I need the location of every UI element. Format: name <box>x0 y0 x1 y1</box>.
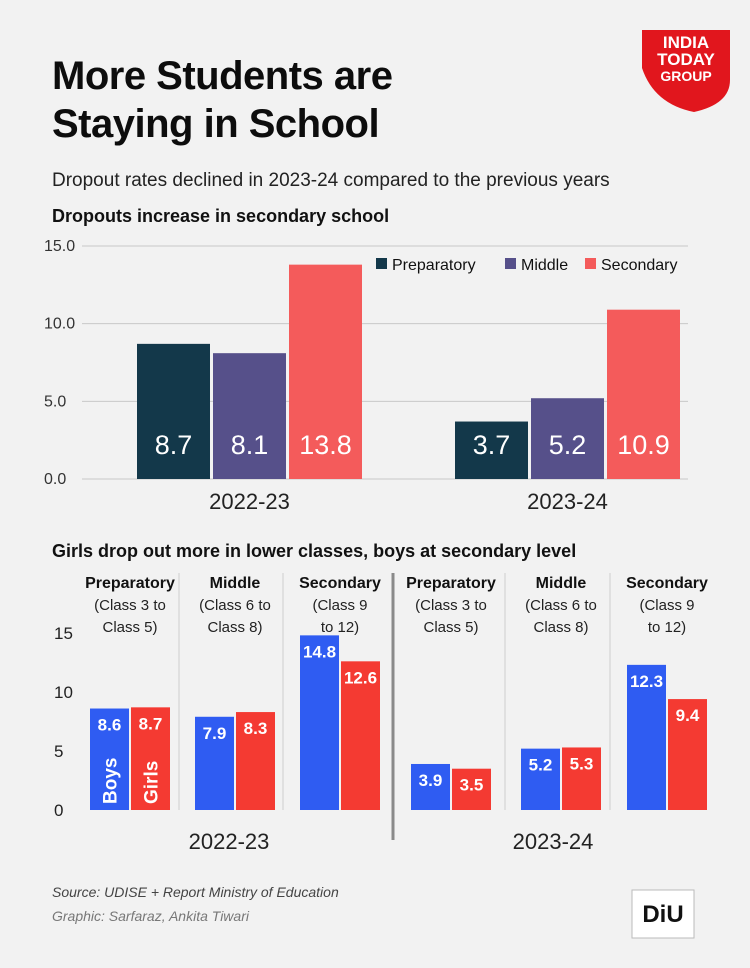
diu-logo-text: DiU <box>642 901 683 928</box>
group-sublabel: to 12) <box>648 619 686 636</box>
graphic-credit: Graphic: Sarfaraz, Ankita Tiwari <box>52 908 249 924</box>
y-tick-label: 5 <box>54 742 63 761</box>
x-category-label: 2023-24 <box>527 489 608 514</box>
bar-value-label: 8.3 <box>244 719 268 738</box>
bar-value-label: 8.6 <box>98 716 122 735</box>
chart2-dropouts-by-gender: 0 5 10 15 Preparatory (Class 3 to Class 5) 8.6 B… <box>54 573 708 854</box>
bar-value-label: 3.7 <box>473 430 511 460</box>
x-category-label: 2022-23 <box>209 489 290 514</box>
girls-bar <box>131 707 170 810</box>
diu-logo: DiU <box>630 888 696 940</box>
bar <box>137 343 210 479</box>
group-label: Preparatory <box>406 575 496 592</box>
girls-bar <box>341 661 380 810</box>
y-tick-label: 10 <box>54 683 73 702</box>
bar-value-label: 3.5 <box>460 776 484 795</box>
bar-value-label: 3.9 <box>419 771 443 790</box>
group-sublabel: to 12) <box>321 619 359 636</box>
group-label: Middle <box>210 575 261 592</box>
boys-bar <box>627 664 666 810</box>
group-sublabel: Class 8) <box>533 619 588 636</box>
group-sublabel: (Class 9 <box>639 597 694 614</box>
y-tick-label: 0.0 <box>44 471 66 488</box>
girls-bar <box>236 712 275 810</box>
bar <box>531 398 604 479</box>
series-label: Girls <box>142 761 163 804</box>
title-line-1: More Students are <box>52 54 393 98</box>
boys-bar <box>90 708 129 810</box>
logo-today: TODAY <box>657 50 715 69</box>
subtitle: Dropout rates declined in 2023-24 compar… <box>52 170 610 191</box>
y-tick-label: 5.0 <box>44 393 66 410</box>
y-tick-label: 0 <box>54 801 63 820</box>
group-label: Preparatory <box>85 575 175 592</box>
group-label: Secondary <box>626 575 708 592</box>
bar-value-label: 5.3 <box>570 754 594 773</box>
y-tick-label: 15 <box>54 624 73 643</box>
logo-india: INDIA <box>663 33 709 52</box>
series-label: Boys <box>101 758 122 804</box>
bar <box>607 309 680 479</box>
bar-value-label: 8.1 <box>231 430 269 460</box>
legend-swatch <box>505 258 516 269</box>
y-tick-label: 10.0 <box>44 316 75 333</box>
group-sublabel: (Class 3 to <box>415 597 487 614</box>
bar-value-label: 5.2 <box>529 756 553 775</box>
group-label: Secondary <box>299 575 381 592</box>
page-title: More Students are Staying in School <box>52 52 512 148</box>
group-sublabel: Class 8) <box>207 619 262 636</box>
y-tick-label: 15.0 <box>44 238 75 255</box>
x-year-label: 2022-23 <box>189 829 270 854</box>
legend-label: Secondary <box>601 257 678 274</box>
bar <box>213 353 286 479</box>
chart2-title: Girls drop out more in lower classes, bo… <box>52 541 577 561</box>
boys-bar <box>521 748 560 810</box>
girls-bar <box>562 747 601 810</box>
boys-bar <box>300 635 339 810</box>
bar-value-label: 13.8 <box>299 430 352 460</box>
bar-value-label: 10.9 <box>617 430 670 460</box>
bar-value-label: 12.6 <box>344 668 377 687</box>
logo-group: GROUP <box>660 68 711 84</box>
group-sublabel: (Class 6 to <box>525 597 597 614</box>
bar <box>289 264 362 479</box>
bar-value-label: 5.2 <box>549 430 587 460</box>
bar-value-label: 7.9 <box>203 724 227 743</box>
group-sublabel: (Class 3 to <box>94 597 166 614</box>
legend-swatch <box>376 258 387 269</box>
group-label: Middle <box>536 575 587 592</box>
group-sublabel: Class 5) <box>102 619 157 636</box>
bar <box>455 421 528 479</box>
group-sublabel: (Class 9 <box>312 597 367 614</box>
legend-swatch <box>585 258 596 269</box>
bar-value-label: 9.4 <box>676 706 700 725</box>
chart1-title: Dropouts increase in secondary school <box>52 206 390 226</box>
group-sublabel: (Class 6 to <box>199 597 271 614</box>
group-sublabel: Class 5) <box>423 619 478 636</box>
chart1-dropouts-by-stage: 0.0 5.0 10.0 15.0 8.7 8.1 13.8 2022-23 3.7 5.2 10.… <box>44 238 688 514</box>
x-year-label: 2023-24 <box>513 829 594 854</box>
legend-label: Preparatory <box>392 257 476 274</box>
girls-bar <box>452 768 491 810</box>
girls-bar <box>668 699 707 810</box>
bar-value-label: 8.7 <box>155 430 193 460</box>
bar-value-label: 14.8 <box>303 642 336 661</box>
bar-value-label: 8.7 <box>139 714 163 733</box>
india-today-logo: INDIA TODAY GROUP <box>638 28 734 114</box>
boys-bar <box>195 716 234 810</box>
bar-value-label: 12.3 <box>630 672 663 691</box>
legend-label: Middle <box>521 257 568 274</box>
source-note: Source: UDISE + Report Ministry of Educa… <box>52 884 339 900</box>
title-line-2: Staying in School <box>52 102 380 146</box>
boys-bar <box>411 763 450 810</box>
